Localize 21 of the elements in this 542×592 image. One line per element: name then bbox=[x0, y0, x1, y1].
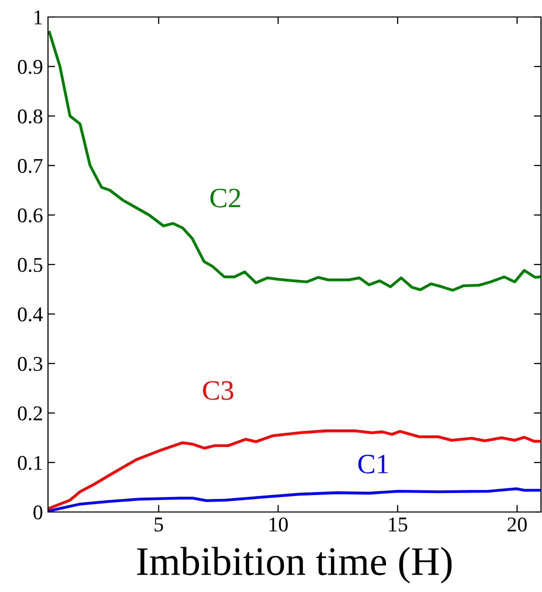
y-tick-label: 0 bbox=[34, 505, 42, 520]
y-tick-label: 1 bbox=[34, 10, 42, 24]
y-tick-label: 0.8 bbox=[18, 109, 42, 124]
y-tick-label: 0.4 bbox=[18, 307, 43, 322]
series-label: C3 bbox=[203, 381, 234, 400]
y-tick-label: 0.1 bbox=[18, 456, 42, 470]
x-tick-label: 5 bbox=[154, 518, 164, 532]
y-tick-label: 0.5 bbox=[18, 258, 42, 272]
line-series bbox=[48, 30, 541, 292]
y-tick-label: 0.7 bbox=[18, 158, 43, 174]
x-tick-label: 20 bbox=[508, 517, 527, 532]
series-label: C1 bbox=[358, 454, 388, 474]
x-tick-label: 10 bbox=[270, 517, 288, 532]
y-tick-label: 0.3 bbox=[18, 356, 42, 372]
y-tick-label: 0.2 bbox=[18, 406, 42, 421]
x-tick-label: 15 bbox=[389, 518, 408, 532]
y-tick-label: 0.6 bbox=[18, 208, 43, 223]
series-label: C2 bbox=[210, 188, 240, 208]
y-tick-label: 0.9 bbox=[18, 60, 42, 74]
line-series bbox=[48, 429, 541, 510]
x-axis-title: Imbibition time (H) bbox=[137, 546, 452, 584]
